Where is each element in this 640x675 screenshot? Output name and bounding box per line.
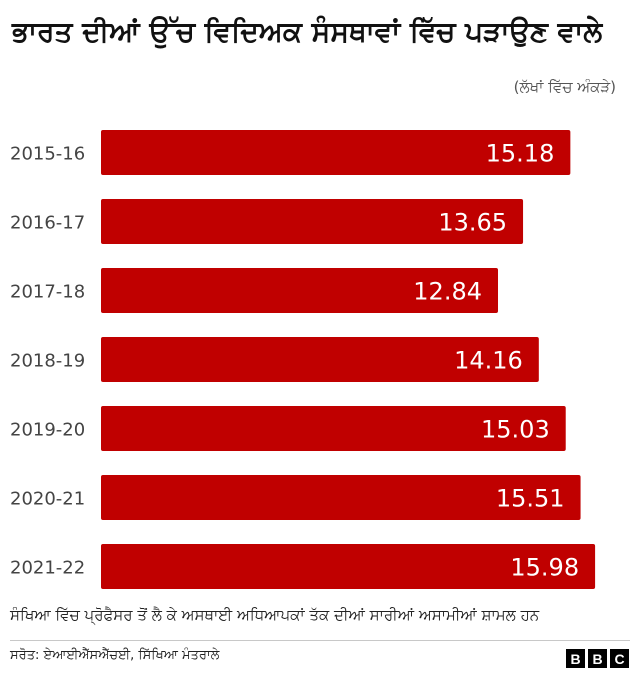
bar <box>101 199 524 244</box>
bbc-logo-letter: B <box>588 649 607 668</box>
bar <box>101 337 539 382</box>
category-label: 2016-17 <box>10 213 85 234</box>
bar-value-label: 15.18 <box>486 140 555 168</box>
category-label: 2019-20 <box>10 420 85 441</box>
category-label: 2020-21 <box>10 489 85 510</box>
bar <box>101 130 571 175</box>
bbc-logo-letter: C <box>610 649 629 668</box>
category-label: 2015-16 <box>10 144 85 165</box>
category-label: 2017-18 <box>10 282 85 303</box>
footnote: ਸੰਖਿਆ ਵਿੱਚ ਪ੍ਰੋਫੈਸਰ ਤੋਂ ਲੈ ਕੇ ਅਸਥਾਈ ਅਧਿਆ… <box>10 606 540 624</box>
bbc-logo: B B C <box>566 649 629 668</box>
category-label: 2018-19 <box>10 351 85 372</box>
bar-value-label: 13.65 <box>438 209 507 237</box>
chart-title: ਭਾਰਤ ਦੀਆਂ ਉੱਚ ਵਿਦਿਅਕ ਸੰਸਥਾਵਾਂ ਵਿੱਚ ਪੜਾਉਣ… <box>12 15 603 48</box>
divider <box>10 640 630 641</box>
bar <box>101 406 566 451</box>
category-label: 2021-22 <box>10 558 85 579</box>
bar-value-label: 12.84 <box>413 278 482 306</box>
bar-value-label: 15.03 <box>481 416 550 444</box>
bar <box>101 544 596 589</box>
bbc-logo-letter: B <box>566 649 585 668</box>
unit-note: (ਲੱਖਾਂ ਵਿੱਚ ਅੰਕੜੇ) <box>513 78 616 96</box>
bar <box>101 268 499 313</box>
source-text: ਸਰੋਤ: ਏਆਈਐੱਸਐੱਚਈ, ਸਿੱਖਿਆ ਮੰਤਰਾਲੇ <box>10 648 220 663</box>
bar-value-label: 14.16 <box>454 347 523 375</box>
bar-value-label: 15.98 <box>510 554 579 582</box>
bar-chart: 2015-16 15.18 2016-17 13.65 2017-18 12.84 2018… <box>10 130 596 589</box>
bar-value-label: 15.51 <box>496 485 565 513</box>
bar <box>101 475 581 520</box>
